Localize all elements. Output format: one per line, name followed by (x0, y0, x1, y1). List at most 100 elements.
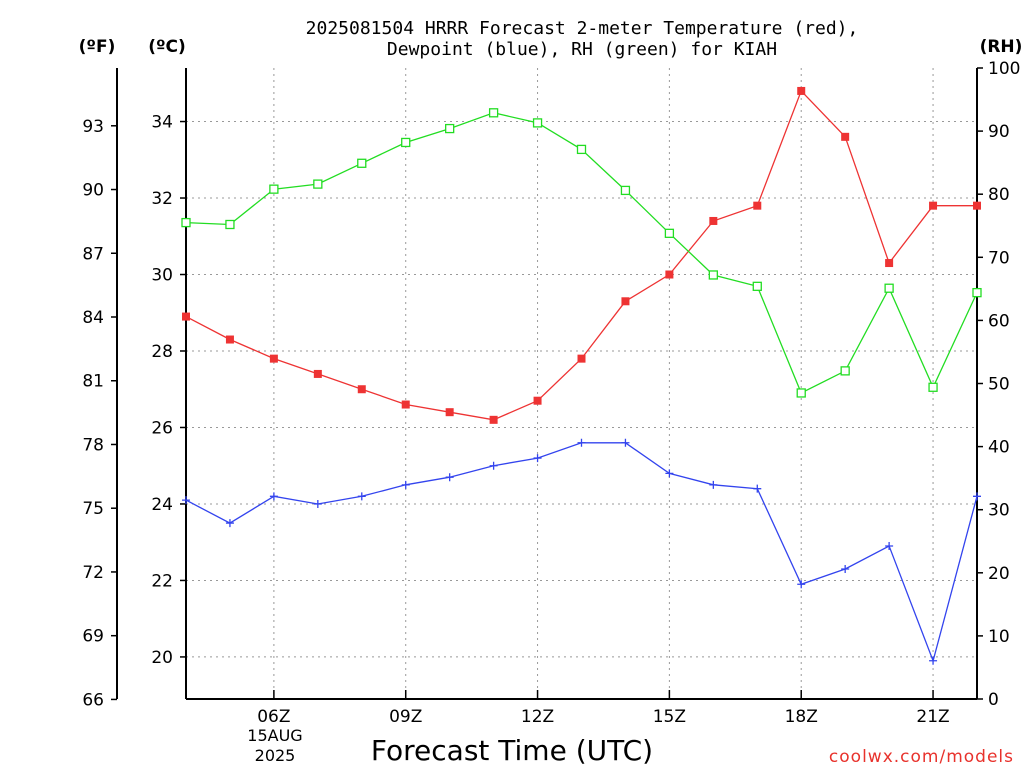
rh-point (357, 158, 367, 168)
date-label-year: 2025 (255, 746, 296, 765)
rh-point (752, 281, 762, 291)
rh-point (269, 184, 279, 194)
celsius-unit-label: (ºC) (148, 37, 186, 57)
dewpoint-point (929, 656, 938, 665)
x-tick-label: 18Z (785, 707, 818, 727)
dewpoint-point (973, 492, 981, 501)
temperature-point (269, 354, 278, 363)
date-label-day: 15AUG (247, 726, 302, 745)
rh-tick-label: 0 (988, 690, 999, 710)
temperature-point (665, 270, 674, 279)
temperature-point (885, 259, 894, 268)
temperature-point (401, 400, 410, 409)
chart-title-line-2: Dewpoint (blue), RH (green) for KIAH (387, 39, 777, 60)
fahrenheit-tick-label: 72 (82, 563, 104, 583)
rh-point (488, 108, 499, 118)
temperature-point (182, 312, 190, 321)
x-tick-label: 15Z (653, 707, 686, 727)
rh-point (708, 270, 718, 280)
dewpoint-point (269, 492, 278, 501)
fahrenheit-tick-label: 81 (82, 372, 104, 392)
temperature-point (445, 408, 454, 417)
rh-point (313, 179, 323, 189)
dewpoint-point (533, 454, 542, 463)
rh-point (796, 388, 806, 398)
rh-tick-label: 80 (988, 185, 1010, 205)
dewpoint-point (621, 438, 630, 447)
celsius-tick-label: 34 (151, 113, 173, 133)
fahrenheit-tick-label: 69 (82, 627, 104, 647)
x-tick-label: 06Z (257, 707, 290, 727)
rh-tick-label: 90 (988, 122, 1010, 142)
dewpoint-point (401, 480, 410, 489)
rh-point (181, 217, 191, 228)
rh-point (401, 137, 411, 148)
temperature-point (621, 297, 630, 306)
celsius-tick-label: 22 (151, 571, 173, 591)
rh-point (576, 144, 587, 155)
dewpoint-point (182, 496, 190, 505)
temperature-point (489, 415, 498, 424)
rh-tick-label: 100 (988, 59, 1020, 79)
axes: 06Z 09Z 12Z 15Z 18Z 21Z 20 22 24 26 28 30 32 34 66 69 72… (82, 59, 1020, 727)
rh-point (664, 228, 675, 238)
x-tick-label: 21Z (916, 707, 949, 727)
source-credit: coolwx.com/models (829, 747, 1014, 767)
fahrenheit-tick-label: 66 (82, 690, 104, 710)
temperature-point (313, 369, 322, 378)
fahrenheit-tick-label: 84 (82, 308, 104, 328)
rh-point (884, 283, 894, 293)
rh-point (620, 185, 631, 196)
x-tick-label: 12Z (521, 707, 554, 727)
rh-point (928, 382, 938, 392)
fahrenheit-unit-label: (ºF) (79, 37, 116, 57)
chart-title-line-1: 2025081504 HRRR Forecast 2-meter Tempera… (306, 18, 859, 39)
rh-tick-label: 50 (988, 375, 1010, 395)
dewpoint-point (709, 480, 718, 489)
rh-tick-label: 20 (988, 564, 1010, 584)
dewpoint-point (225, 519, 234, 528)
rh-unit-label: (RH) (980, 37, 1023, 57)
fahrenheit-tick-label: 75 (82, 499, 104, 519)
temperature-point (577, 354, 586, 363)
rh-point (532, 118, 543, 128)
dewpoint-point (665, 469, 674, 478)
celsius-tick-label: 28 (151, 342, 173, 362)
celsius-tick-label: 32 (151, 189, 173, 209)
x-axis-title: Forecast Time (UTC) (371, 734, 653, 767)
x-tick-label: 09Z (389, 707, 422, 727)
temperature-point (841, 132, 850, 141)
dewpoint-point (489, 461, 498, 470)
rh-point (840, 366, 850, 376)
temperature-point (225, 335, 234, 344)
temperature-point (973, 201, 981, 210)
celsius-tick-label: 26 (151, 418, 173, 438)
rh-point (225, 219, 235, 230)
celsius-tick-label: 24 (151, 495, 173, 515)
temperature-point (753, 201, 762, 210)
data-series (181, 86, 982, 665)
rh-tick-label: 10 (988, 627, 1010, 647)
rh-tick-label: 70 (988, 248, 1010, 268)
dewpoint-point (357, 492, 366, 501)
dewpoint-point (885, 542, 894, 551)
rh-tick-label: 30 (988, 501, 1010, 521)
dewpoint-point (577, 438, 586, 447)
fahrenheit-tick-label: 78 (82, 435, 104, 455)
fahrenheit-tick-label: 93 (82, 117, 104, 137)
rh-point (972, 287, 982, 298)
rh-tick-label: 40 (988, 438, 1010, 458)
dewpoint-point (445, 473, 454, 482)
temperature-point (797, 86, 806, 95)
dewpoint-point (753, 484, 762, 493)
temperature-point (357, 385, 366, 394)
dewpoint-point (797, 580, 806, 589)
rh-tick-label: 60 (988, 311, 1010, 331)
celsius-tick-label: 30 (151, 266, 173, 286)
rh-point (445, 123, 455, 134)
dewpoint-point (841, 564, 850, 573)
celsius-tick-label: 20 (151, 648, 173, 668)
fahrenheit-tick-label: 90 (82, 181, 104, 201)
dewpoint-point (313, 499, 322, 508)
